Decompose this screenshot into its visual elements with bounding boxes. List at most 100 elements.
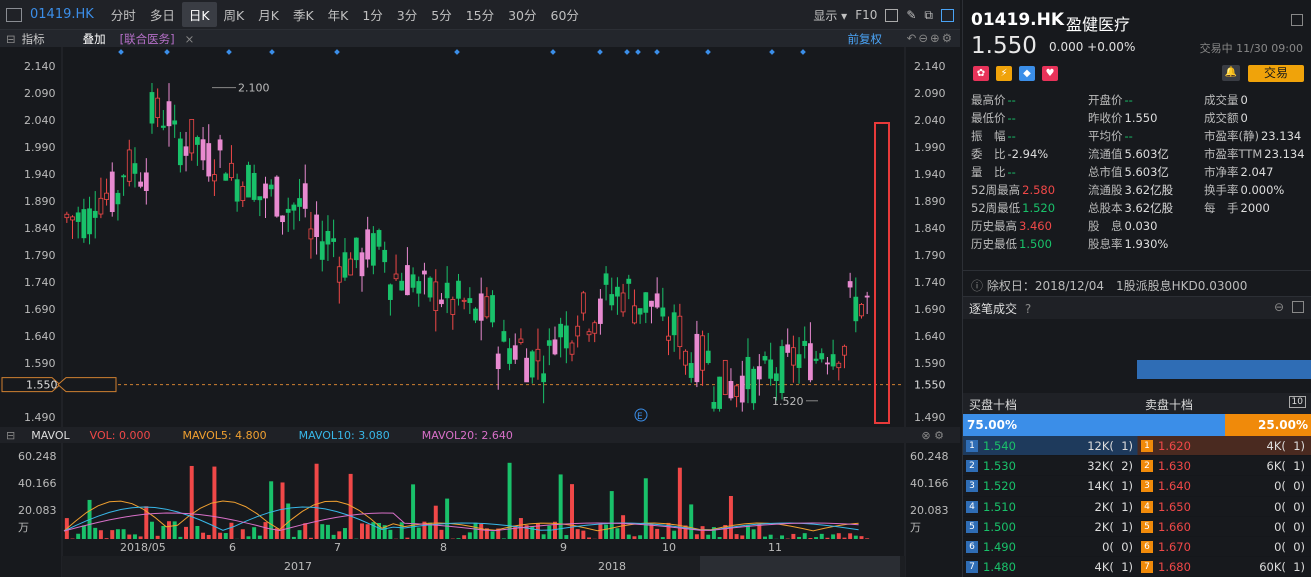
period-tab[interactable]: 1分 — [362, 8, 383, 23]
candle-body — [524, 357, 529, 383]
stat-label: 每 手 — [1204, 201, 1239, 215]
ticks-title: 逐笔成交 — [969, 302, 1018, 316]
toolbar-stock-code[interactable]: 01419.HK — [30, 7, 94, 22]
candle-body — [819, 353, 825, 360]
favorite-icon[interactable]: ♥ — [1042, 66, 1058, 81]
date-tick-label: 10 — [662, 541, 676, 554]
candle-body — [348, 258, 354, 276]
indicator-bar: ⊟ 指标 叠加 [联合医务] × 前复权 ↶⊖⊕⚙ — [0, 30, 960, 47]
ask-price: 1.640 — [1158, 479, 1191, 494]
period-tab[interactable]: 3分 — [396, 8, 418, 23]
candle-body — [563, 325, 569, 349]
candle-body — [297, 198, 302, 207]
volume-label-right: 20.083 — [910, 504, 949, 517]
orderbook-row[interactable]: 7 1.480 4K( 1) 7 1.680 60K( 1) — [963, 557, 1311, 577]
f10-button[interactable]: F10 — [855, 8, 878, 22]
volume-bar — [791, 533, 796, 539]
volume-bar — [598, 524, 603, 539]
price-label-left: 1.990 — [24, 141, 56, 154]
period-tab[interactable]: 周K — [223, 8, 245, 23]
ticks-menu-icon[interactable]: ⊖ — [1273, 300, 1284, 314]
price-label-left: 1.940 — [24, 168, 56, 181]
candle-body — [370, 233, 376, 266]
date-tick-label: 7 — [334, 541, 341, 554]
candle-body — [325, 230, 331, 245]
price-label-left: 1.690 — [24, 303, 56, 316]
candle-body — [722, 359, 728, 395]
depth-toggle-icon[interactable]: 10 — [1288, 396, 1306, 408]
layout-icon[interactable] — [885, 8, 899, 22]
volume-bar — [632, 536, 637, 539]
volume-bar — [121, 529, 126, 539]
adjust-restore-button[interactable]: 前复权 — [847, 32, 883, 46]
price-label-right: 2.040 — [914, 114, 946, 127]
trade-button[interactable]: 交易 — [1248, 65, 1304, 82]
volume-collapse-icon[interactable]: ⊟ — [6, 428, 16, 442]
volume-bar — [587, 537, 592, 539]
orderbook-row[interactable]: 5 1.500 2K( 1) 5 1.660 0( 0) — [963, 517, 1311, 537]
bid-price: 1.480 — [983, 560, 1016, 575]
period-tab[interactable]: 多日 — [149, 8, 175, 23]
volume-bar — [780, 535, 785, 539]
bid-count: 2) — [1121, 459, 1133, 474]
stat-label: 最低价 — [971, 111, 1006, 125]
overlay-close-icon[interactable]: × — [184, 31, 195, 46]
chart-controls-icon[interactable]: ↶⊖⊕⚙ — [906, 31, 954, 45]
hk-flag-icon[interactable]: ✿ — [973, 66, 989, 81]
candle-body — [456, 280, 461, 299]
period-tab[interactable]: 月K — [258, 8, 279, 23]
price-label-left: 1.640 — [24, 330, 56, 343]
period-tab[interactable]: 60分 — [550, 8, 579, 23]
period-tab[interactable]: 分时 — [110, 8, 136, 23]
sidebar-toggle-icon[interactable] — [6, 7, 22, 22]
volume-bar — [808, 538, 813, 539]
volume-bar — [76, 533, 81, 539]
ticks-expand-icon[interactable] — [1292, 301, 1304, 313]
help-icon[interactable]: ? — [1024, 302, 1032, 316]
orderbook-row[interactable]: 3 1.520 14K( 1) 3 1.640 0( 0) — [963, 476, 1311, 497]
period-tab[interactable]: 5分 — [431, 8, 452, 23]
candle-body — [461, 299, 467, 302]
period-tab[interactable]: 年K — [327, 8, 349, 23]
candle-body — [92, 210, 98, 218]
stat-label: 股息率 — [1088, 237, 1123, 251]
period-tab[interactable]: 30分 — [508, 8, 537, 23]
display-dropdown[interactable]: 显示 ▾ — [813, 8, 848, 23]
candle-body — [75, 212, 81, 222]
volume-bar — [581, 530, 586, 539]
volume-bar — [643, 478, 648, 539]
alert-bell-icon[interactable]: 🔔 — [1222, 65, 1240, 81]
candle-body — [149, 92, 155, 124]
candle-body — [387, 284, 393, 300]
price-label-right: 1.840 — [914, 222, 946, 235]
tag-icon[interactable]: ◆ — [1019, 66, 1035, 81]
volume-bar — [263, 522, 268, 539]
candle-body — [212, 174, 217, 182]
volume-bar — [206, 534, 211, 539]
indicator-button[interactable]: 指标 — [21, 31, 45, 46]
stat-label: 市盈率TTM — [1204, 147, 1263, 161]
volume-chart[interactable]: 60.248 60.248 40.166 40.166 20.083 20.083 万 万 20… — [0, 443, 960, 577]
candle-body — [660, 307, 666, 317]
bid-level: 4 — [966, 500, 978, 513]
period-tab[interactable]: 15分 — [465, 8, 495, 23]
margin-icon[interactable]: ⚡ — [996, 66, 1012, 81]
draw-icon[interactable]: ✎ — [906, 8, 917, 22]
candlestick-chart[interactable]: 2.140 2.140 2.090 2.090 2.040 2.040 1.990 1.990… — [0, 47, 960, 427]
screenshot-icon[interactable]: ⧉ — [924, 7, 933, 22]
orderbook-row[interactable]: 6 1.490 0( 0) 6 1.670 0( 0) — [963, 537, 1311, 558]
volume-bar — [223, 533, 228, 539]
orderbook-row[interactable]: 1 1.540 12K( 1) 1 1.620 4K( 1) — [963, 436, 1311, 457]
panel-menu-icon[interactable] — [1291, 14, 1303, 26]
stat-label: 总市值 — [1088, 165, 1123, 179]
collapse-icon[interactable]: ⊟ — [6, 31, 16, 46]
period-tab[interactable]: 日K — [181, 2, 217, 27]
volume-settings-icon[interactable]: ⊗ ⚙ — [921, 428, 944, 442]
overlay-tag[interactable]: [联合医务] — [119, 31, 175, 46]
overlay-button[interactable]: 叠加 — [82, 31, 106, 46]
orderbook-row[interactable]: 4 1.510 2K( 1) 4 1.650 0( 0) — [963, 497, 1311, 517]
period-tab[interactable]: 季K — [292, 8, 314, 23]
orderbook-row[interactable]: 2 1.530 32K( 2) 2 1.630 6K( 1) — [963, 456, 1311, 477]
buy-ratio: 75.00% — [967, 418, 1017, 432]
fullscreen-icon[interactable] — [941, 8, 954, 22]
